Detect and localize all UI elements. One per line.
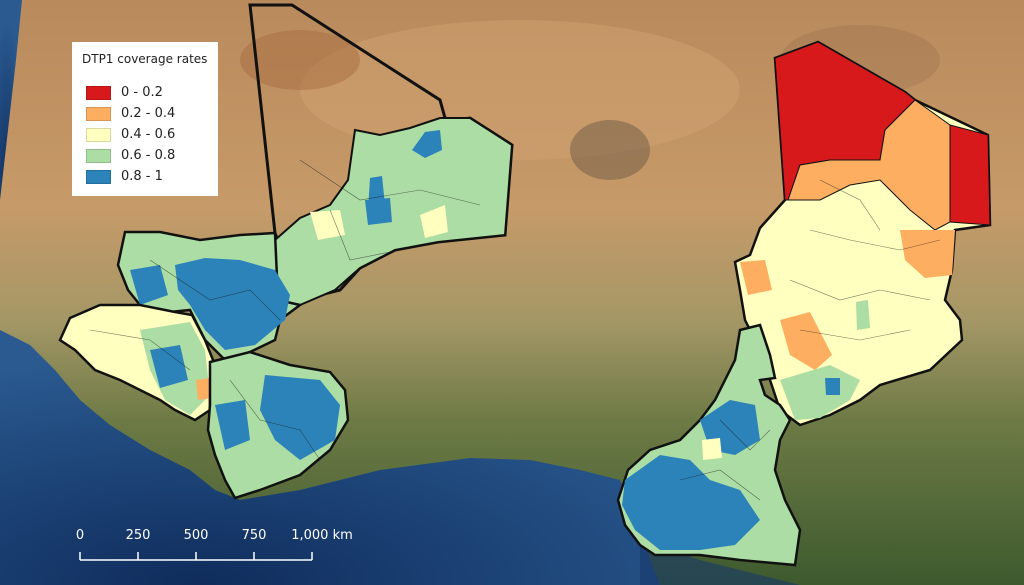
scale-label: 750 xyxy=(241,528,267,543)
legend-label: 0.4 - 0.6 xyxy=(121,127,176,142)
scale-label: 250 xyxy=(125,528,151,543)
legend-item: 0.4 - 0.6 xyxy=(80,124,210,145)
map-legend: DTP1 coverage rates 0 - 0.2 0.2 - 0.4 0.… xyxy=(72,42,218,196)
scale-bar: 0 250 500 750 1,000 km xyxy=(66,522,366,572)
legend-label: 0.8 - 1 xyxy=(121,169,163,184)
legend-item: 0 - 0.2 xyxy=(80,82,210,103)
cameroon-blue-southwest xyxy=(622,455,760,550)
desert-patch xyxy=(240,30,360,90)
region-central-africa xyxy=(616,40,992,567)
district-boundaries xyxy=(89,159,941,501)
chad-orange xyxy=(787,99,951,231)
scale-label: 0 xyxy=(75,528,85,543)
scale-bar-line xyxy=(79,552,313,561)
ocean-west xyxy=(0,0,22,200)
chad-orange-west xyxy=(740,260,772,295)
senegal-blue xyxy=(130,265,168,305)
mali-lake-blue xyxy=(412,130,442,158)
chad-red-east xyxy=(949,124,991,226)
legend-label: 0.6 - 0.8 xyxy=(121,148,176,163)
legend-swatch xyxy=(86,169,111,184)
coastal-blue xyxy=(215,400,250,450)
legend-swatch xyxy=(86,106,111,121)
legend-title: DTP1 coverage rates xyxy=(82,52,208,66)
legend-swatch xyxy=(86,85,111,100)
mali-yellow-patch xyxy=(420,205,448,238)
desert-patch xyxy=(570,120,650,180)
chad-orange-east xyxy=(900,230,955,278)
cameroon-yellow-patch xyxy=(702,438,722,460)
coastal-blue xyxy=(260,375,340,460)
scale-label: 1,000 km xyxy=(291,528,353,543)
legend-item: 0.6 - 0.8 xyxy=(80,145,210,166)
burkina-blue xyxy=(175,258,290,350)
legend-swatch xyxy=(86,148,111,163)
region-west-africa xyxy=(58,3,514,500)
chad-green-patch xyxy=(856,300,870,330)
mali-blue-patch xyxy=(365,198,392,225)
chad-blue-patch xyxy=(825,378,840,395)
legend-item: 0.2 - 0.4 xyxy=(80,103,210,124)
ocean-south xyxy=(640,540,800,585)
mali-yellow-patch xyxy=(310,210,345,240)
guinea-blue xyxy=(150,345,188,388)
chad-orange-south xyxy=(780,312,832,370)
legend-item: 0.8 - 1 xyxy=(80,166,210,187)
guinea-orange xyxy=(196,378,212,400)
scale-label: 500 xyxy=(183,528,209,543)
legend-swatch xyxy=(86,127,111,142)
ocean-gulf xyxy=(0,330,660,585)
legend-label: 0 - 0.2 xyxy=(121,85,163,100)
legend-label: 0.2 - 0.4 xyxy=(121,106,176,121)
mali-coverage xyxy=(273,117,514,307)
